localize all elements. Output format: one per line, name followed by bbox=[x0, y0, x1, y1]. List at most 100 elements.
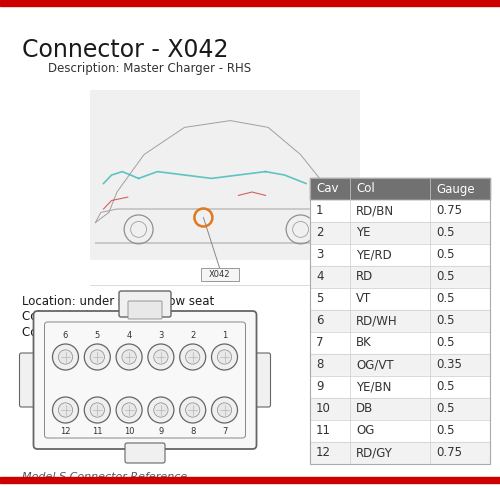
FancyBboxPatch shape bbox=[125, 443, 165, 463]
Circle shape bbox=[180, 344, 206, 370]
Circle shape bbox=[154, 350, 168, 364]
Text: 0.75: 0.75 bbox=[436, 204, 462, 218]
Text: 3: 3 bbox=[158, 331, 164, 340]
Text: 0.5: 0.5 bbox=[436, 226, 454, 240]
Text: 11: 11 bbox=[92, 427, 102, 436]
Text: 2: 2 bbox=[190, 331, 196, 340]
Bar bbox=[310, 222, 490, 244]
Circle shape bbox=[186, 350, 200, 364]
Text: Model S Connector Reference: Model S Connector Reference bbox=[22, 472, 187, 482]
Text: 1: 1 bbox=[222, 331, 227, 340]
FancyBboxPatch shape bbox=[250, 353, 270, 407]
Text: YE/BN: YE/BN bbox=[356, 381, 392, 393]
Circle shape bbox=[180, 397, 206, 423]
Text: 5: 5 bbox=[316, 292, 324, 305]
Text: Col: Col bbox=[356, 183, 375, 196]
Bar bbox=[310, 310, 490, 332]
Text: OG: OG bbox=[356, 425, 374, 438]
Circle shape bbox=[212, 397, 238, 423]
Text: 4: 4 bbox=[126, 331, 132, 340]
Bar bbox=[310, 420, 490, 442]
Text: OG/VT: OG/VT bbox=[356, 359, 394, 371]
Bar bbox=[0, 0, 500, 6]
Text: 10: 10 bbox=[316, 403, 331, 415]
Circle shape bbox=[90, 350, 104, 364]
Text: 6: 6 bbox=[316, 314, 324, 327]
Circle shape bbox=[58, 403, 72, 417]
Text: DB: DB bbox=[356, 403, 373, 415]
Text: Connector - X042: Connector - X042 bbox=[22, 38, 229, 62]
Text: VT: VT bbox=[356, 292, 371, 305]
Text: X042: X042 bbox=[209, 270, 231, 279]
Text: RD/GY: RD/GY bbox=[356, 447, 393, 460]
Bar bbox=[310, 244, 490, 266]
FancyBboxPatch shape bbox=[34, 311, 256, 449]
Circle shape bbox=[116, 344, 142, 370]
Text: YE: YE bbox=[356, 226, 370, 240]
Bar bbox=[310, 332, 490, 354]
Text: 7: 7 bbox=[316, 337, 324, 349]
Text: YE/RD: YE/RD bbox=[356, 248, 392, 262]
Text: 8: 8 bbox=[190, 427, 196, 436]
Circle shape bbox=[218, 403, 232, 417]
Bar bbox=[310, 266, 490, 288]
Bar bbox=[310, 178, 490, 200]
Circle shape bbox=[212, 344, 238, 370]
FancyBboxPatch shape bbox=[119, 291, 171, 317]
Text: Cav: Cav bbox=[316, 183, 338, 196]
Circle shape bbox=[148, 344, 174, 370]
Text: 3: 3 bbox=[316, 248, 324, 262]
Text: Color: Black: Color: Black bbox=[22, 310, 92, 323]
Text: 0.5: 0.5 bbox=[436, 270, 454, 284]
Text: 10: 10 bbox=[124, 427, 134, 436]
Bar bbox=[90, 90, 360, 260]
Text: Description: Master Charger - RHS: Description: Master Charger - RHS bbox=[48, 62, 251, 75]
Circle shape bbox=[122, 403, 136, 417]
Text: 0.5: 0.5 bbox=[436, 292, 454, 305]
Circle shape bbox=[122, 350, 136, 364]
Bar bbox=[310, 376, 490, 398]
Bar bbox=[200, 268, 238, 281]
Bar bbox=[310, 200, 490, 222]
Circle shape bbox=[154, 403, 168, 417]
Text: 0.5: 0.5 bbox=[436, 337, 454, 349]
Text: Location: under second row seat: Location: under second row seat bbox=[22, 295, 214, 308]
Text: RD/WH: RD/WH bbox=[356, 314, 398, 327]
Text: 12: 12 bbox=[316, 447, 331, 460]
Text: 7: 7 bbox=[222, 427, 227, 436]
Bar bbox=[310, 442, 490, 464]
Circle shape bbox=[58, 350, 72, 364]
Text: 6: 6 bbox=[63, 331, 68, 340]
Circle shape bbox=[186, 403, 200, 417]
Text: 0.5: 0.5 bbox=[436, 425, 454, 438]
Circle shape bbox=[116, 397, 142, 423]
Text: 8: 8 bbox=[316, 359, 324, 371]
Text: 2: 2 bbox=[316, 226, 324, 240]
Text: 0.5: 0.5 bbox=[436, 381, 454, 393]
Bar bbox=[310, 288, 490, 310]
FancyBboxPatch shape bbox=[44, 322, 246, 438]
FancyBboxPatch shape bbox=[20, 353, 40, 407]
Circle shape bbox=[52, 344, 78, 370]
Text: 5: 5 bbox=[94, 331, 100, 340]
Text: 12: 12 bbox=[60, 427, 71, 436]
Text: 4: 4 bbox=[316, 270, 324, 284]
Text: 11: 11 bbox=[316, 425, 331, 438]
Circle shape bbox=[84, 397, 110, 423]
Text: 9: 9 bbox=[316, 381, 324, 393]
Bar bbox=[310, 398, 490, 420]
Circle shape bbox=[148, 397, 174, 423]
Circle shape bbox=[84, 344, 110, 370]
Text: 0.5: 0.5 bbox=[436, 403, 454, 415]
Text: 0.5: 0.5 bbox=[436, 314, 454, 327]
Text: 9: 9 bbox=[158, 427, 164, 436]
Text: Connector Detail: molex_19418-0026: Connector Detail: molex_19418-0026 bbox=[22, 325, 243, 338]
Circle shape bbox=[218, 350, 232, 364]
Bar bbox=[0, 477, 500, 483]
Circle shape bbox=[90, 403, 104, 417]
Text: BK: BK bbox=[356, 337, 372, 349]
Bar bbox=[310, 178, 490, 464]
Text: 0.35: 0.35 bbox=[436, 359, 462, 371]
Text: Gauge: Gauge bbox=[436, 183, 474, 196]
Bar bbox=[310, 354, 490, 376]
